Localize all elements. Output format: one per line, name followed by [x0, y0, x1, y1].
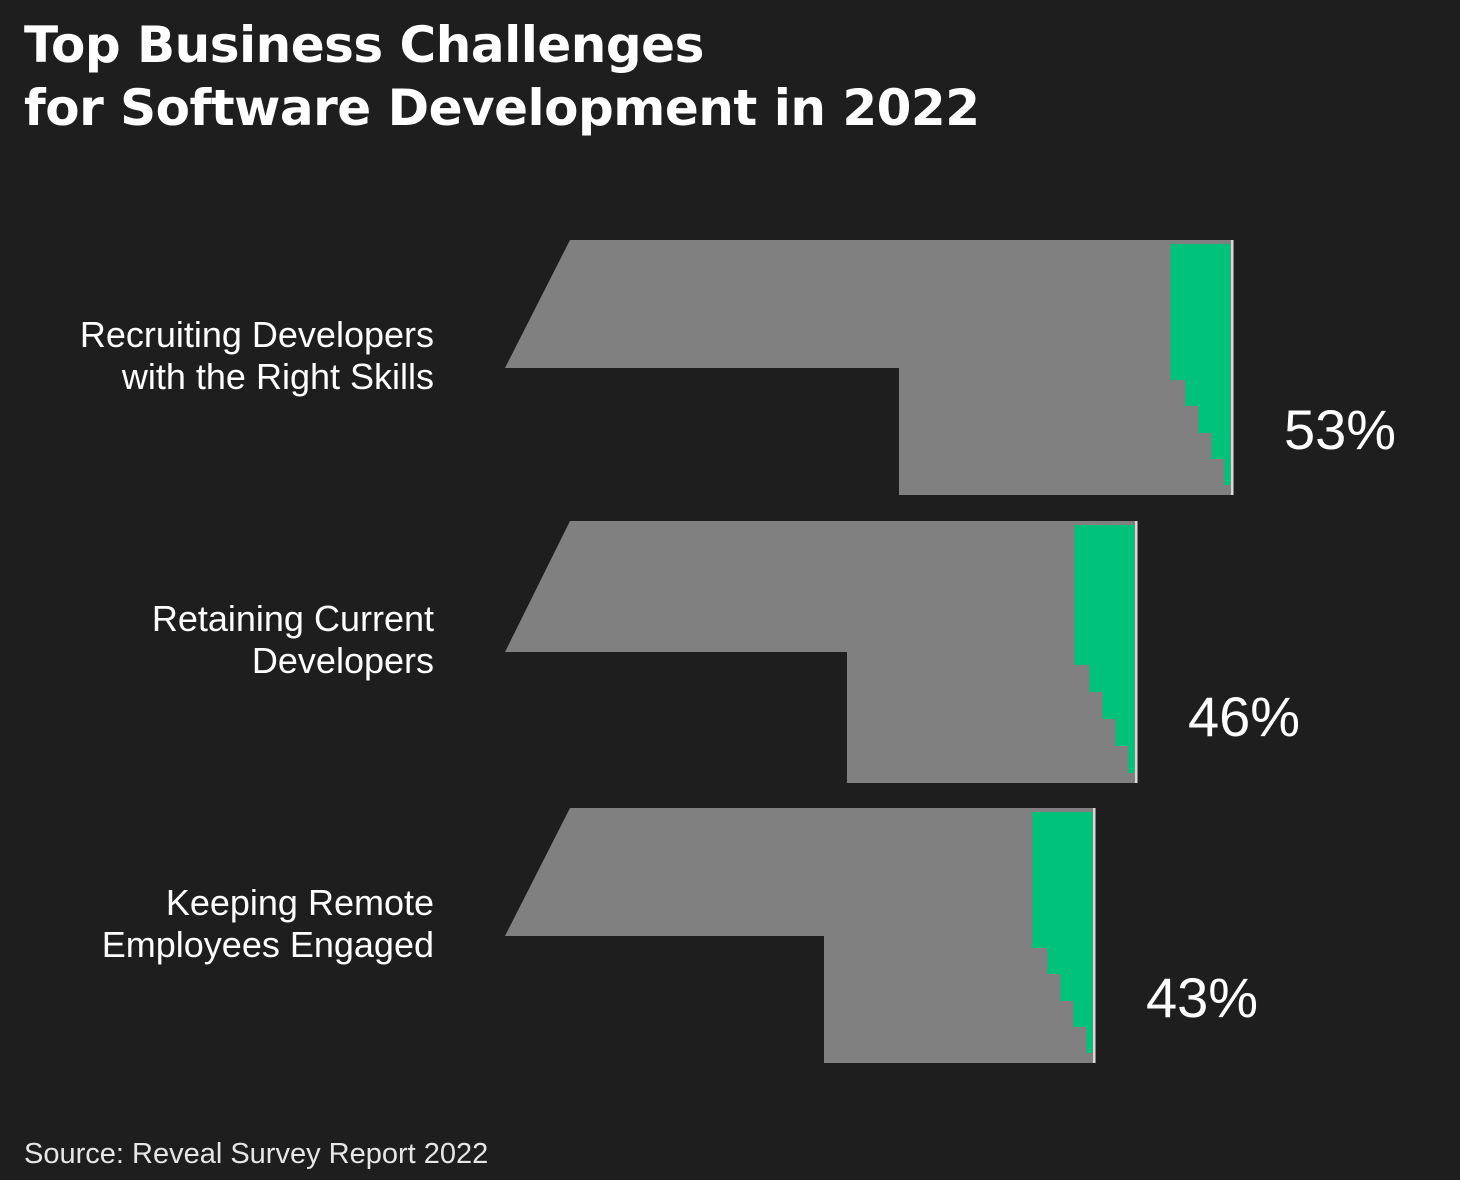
source-note: Source: Reveal Survey Report 2022 — [24, 1138, 489, 1170]
category-label-1-line-1: Recruiting Developers — [80, 314, 434, 355]
chart-title-line-1: Top Business Challenges — [24, 16, 704, 74]
category-label-3-line-2: Employees Engaged — [102, 924, 434, 965]
category-label-3-line-1: Keeping Remote — [166, 882, 434, 923]
category-label-2-line-2: Developers — [252, 640, 434, 681]
bar-accent-2 — [1074, 525, 1134, 773]
bar-accent-1 — [1170, 244, 1230, 485]
bar-accent-3 — [1032, 812, 1092, 1053]
chart-title-line-2: for Software Development in 2022 — [24, 79, 980, 137]
value-label-2: 46% — [1188, 685, 1300, 748]
bar-3 — [505, 808, 1096, 1063]
bar-1 — [505, 240, 1234, 495]
value-label-3: 43% — [1146, 966, 1258, 1029]
bar-2 — [505, 521, 1138, 783]
category-label-2-line-1: Retaining Current — [152, 598, 434, 639]
chart-title: Top Business Challenges for Software Dev… — [24, 14, 1124, 140]
value-label-1: 53% — [1284, 398, 1396, 461]
category-label-1-line-2: with the Right Skills — [121, 356, 434, 397]
